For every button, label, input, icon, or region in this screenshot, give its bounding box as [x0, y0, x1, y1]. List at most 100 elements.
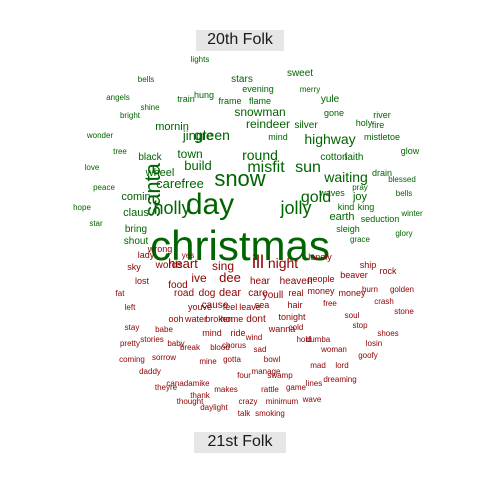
top-group-word: frame: [218, 96, 241, 106]
bottom-group-word: four: [237, 371, 251, 380]
bottom-group-word: youll: [263, 290, 284, 301]
bottom-group-word: cold: [289, 323, 304, 332]
bottom-group-word: game: [286, 383, 307, 392]
bottom-group-word: goofy: [358, 351, 378, 360]
top-group-word: faith: [345, 152, 364, 163]
bottom-group-word: wind: [245, 333, 262, 342]
bottom-group-word: ride: [230, 328, 245, 338]
bottom-group-word: losin: [366, 339, 382, 348]
bottom-group-word: stay: [125, 323, 140, 332]
top-group-word: sun: [295, 159, 321, 176]
top-group-word: pray: [352, 183, 368, 192]
top-group-word: peace: [93, 183, 115, 192]
bottom-group-word: sorrow: [152, 353, 176, 362]
top-group-word: mistletoe: [364, 132, 400, 142]
bottom-group-word: food: [168, 280, 187, 291]
group-label-top: 20th Folk: [196, 30, 284, 51]
bottom-group-word: rock: [379, 266, 397, 276]
bottom-group-word: fat: [116, 289, 126, 298]
top-group-word: town: [177, 147, 202, 161]
bottom-group-word: lines: [306, 379, 322, 388]
bottom-group-word: hold: [296, 335, 311, 344]
top-group-word: gone: [324, 108, 344, 118]
bottom-group-word: golden: [390, 285, 414, 294]
top-group-word: flame: [249, 96, 271, 106]
top-group-word: wheel: [145, 167, 175, 179]
bottom-group-word: mine: [199, 357, 217, 366]
bottom-group-word: night: [268, 255, 298, 271]
top-group-word: joy: [352, 191, 368, 203]
bottom-group-word: dear: [219, 287, 241, 299]
top-group-word: green: [194, 127, 230, 143]
top-group-word: hung: [194, 90, 214, 100]
bottom-group-word: stop: [352, 321, 368, 330]
bottom-group-word: sing: [212, 259, 234, 273]
bottom-group-word: baby: [167, 339, 184, 348]
top-group-word: merry: [300, 85, 320, 94]
top-group-word: comin: [121, 191, 150, 203]
bottom-group-word: leave: [239, 302, 261, 312]
top-group-word: highway: [304, 131, 355, 147]
bottom-group-word: coming: [119, 355, 145, 364]
bottom-group-word: heaven: [280, 276, 313, 287]
top-group-word: mornin: [155, 121, 189, 133]
bottom-group-word: wanna: [268, 324, 296, 334]
bottom-group-word: crazy: [238, 397, 257, 406]
bottom-group-word: wave: [302, 395, 322, 404]
top-group-word: bells: [396, 189, 412, 198]
bottom-group-word: real: [288, 288, 303, 298]
top-group-word: shout: [124, 236, 149, 247]
top-group-word: seduction: [361, 214, 400, 224]
bottom-group-word: ive: [191, 271, 207, 285]
bottom-group-word: hair: [287, 300, 302, 310]
bottom-group-word: daylight: [200, 403, 228, 412]
bottom-group-word: broken: [205, 314, 233, 324]
top-group-word: round: [242, 147, 278, 163]
bottom-group-word: woman: [320, 345, 347, 354]
top-group-word: day: [186, 188, 234, 221]
top-group-word: waves: [318, 188, 345, 198]
bottom-group-word: care: [248, 288, 268, 299]
top-group-word: snow: [214, 166, 265, 191]
bottom-group-word: beaver: [340, 270, 368, 280]
top-group-word: holy: [356, 118, 373, 128]
bottom-group-word: blood: [210, 343, 230, 352]
top-group-word: black: [138, 152, 162, 163]
bottom-group-word: daddy: [139, 367, 161, 376]
top-group-word: love: [85, 163, 100, 172]
bottom-group-word: home: [221, 314, 244, 324]
bottom-group-word: dumba: [306, 335, 331, 344]
bottom-group-word: free: [323, 299, 337, 308]
bottom-group-word: dee: [219, 270, 241, 285]
bottom-group-word: talk: [238, 409, 251, 418]
top-group-word: carefree: [156, 176, 204, 191]
top-group-word: winter: [400, 209, 423, 218]
bottom-group-word: wrong: [147, 244, 173, 254]
bottom-group-word: dog: [199, 288, 216, 299]
bottom-group-word: shoes: [377, 329, 398, 338]
bottom-group-word: mind: [202, 328, 222, 338]
bottom-group-word: cause: [202, 300, 229, 311]
bottom-group-word: hear: [250, 276, 271, 287]
top-group-word: reindeer: [246, 117, 290, 131]
top-group-word: glow: [401, 146, 420, 156]
top-group-word: snowman: [234, 105, 285, 119]
top-group-word: claus: [123, 207, 149, 219]
bottom-group-word: dont: [246, 314, 266, 325]
bottom-group-word: chorus: [222, 341, 246, 350]
top-group-word: sweet: [287, 68, 313, 79]
top-group-word: lights: [191, 55, 210, 64]
top-group-word: waiting: [323, 169, 368, 185]
top-group-word: mind: [268, 132, 288, 142]
bottom-group-word: ship: [360, 260, 377, 270]
top-group-word: holly: [153, 198, 190, 218]
top-group-word: build: [184, 158, 211, 173]
bottom-group-word: left: [125, 303, 136, 312]
bottom-group-word: rattle: [261, 385, 279, 394]
top-group-word: bells: [138, 75, 154, 84]
bottom-group-word: babe: [155, 325, 173, 334]
bottom-group-word: canadamike: [166, 379, 210, 388]
bottom-group-word: words: [155, 260, 183, 271]
top-group-word: star: [89, 219, 103, 228]
bottom-group-word: tonight: [278, 312, 306, 322]
